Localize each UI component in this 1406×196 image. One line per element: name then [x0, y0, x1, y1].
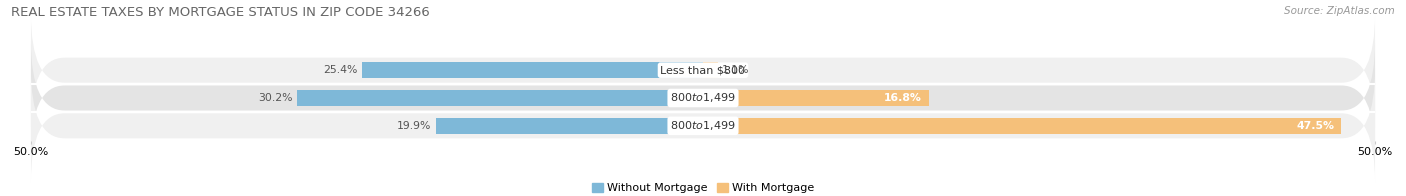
Bar: [361, 62, 703, 78]
Bar: [436, 118, 703, 134]
Text: REAL ESTATE TAXES BY MORTGAGE STATUS IN ZIP CODE 34266: REAL ESTATE TAXES BY MORTGAGE STATUS IN …: [11, 6, 430, 19]
Bar: [703, 118, 1341, 134]
Text: $800 to $1,499: $800 to $1,499: [671, 92, 735, 104]
Text: 47.5%: 47.5%: [1296, 121, 1334, 131]
Bar: [297, 90, 703, 106]
FancyBboxPatch shape: [31, 69, 1375, 183]
Text: $800 to $1,499: $800 to $1,499: [671, 119, 735, 132]
FancyBboxPatch shape: [31, 41, 1375, 155]
Text: 1.1%: 1.1%: [721, 65, 749, 75]
Bar: [703, 62, 718, 78]
FancyBboxPatch shape: [31, 13, 1375, 127]
Legend: Without Mortgage, With Mortgage: Without Mortgage, With Mortgage: [588, 179, 818, 196]
Text: 19.9%: 19.9%: [396, 121, 432, 131]
Text: 16.8%: 16.8%: [884, 93, 922, 103]
Text: 25.4%: 25.4%: [323, 65, 357, 75]
Bar: [703, 90, 929, 106]
Text: 30.2%: 30.2%: [259, 93, 292, 103]
Text: Less than $800: Less than $800: [661, 65, 745, 75]
Text: Source: ZipAtlas.com: Source: ZipAtlas.com: [1284, 6, 1395, 16]
